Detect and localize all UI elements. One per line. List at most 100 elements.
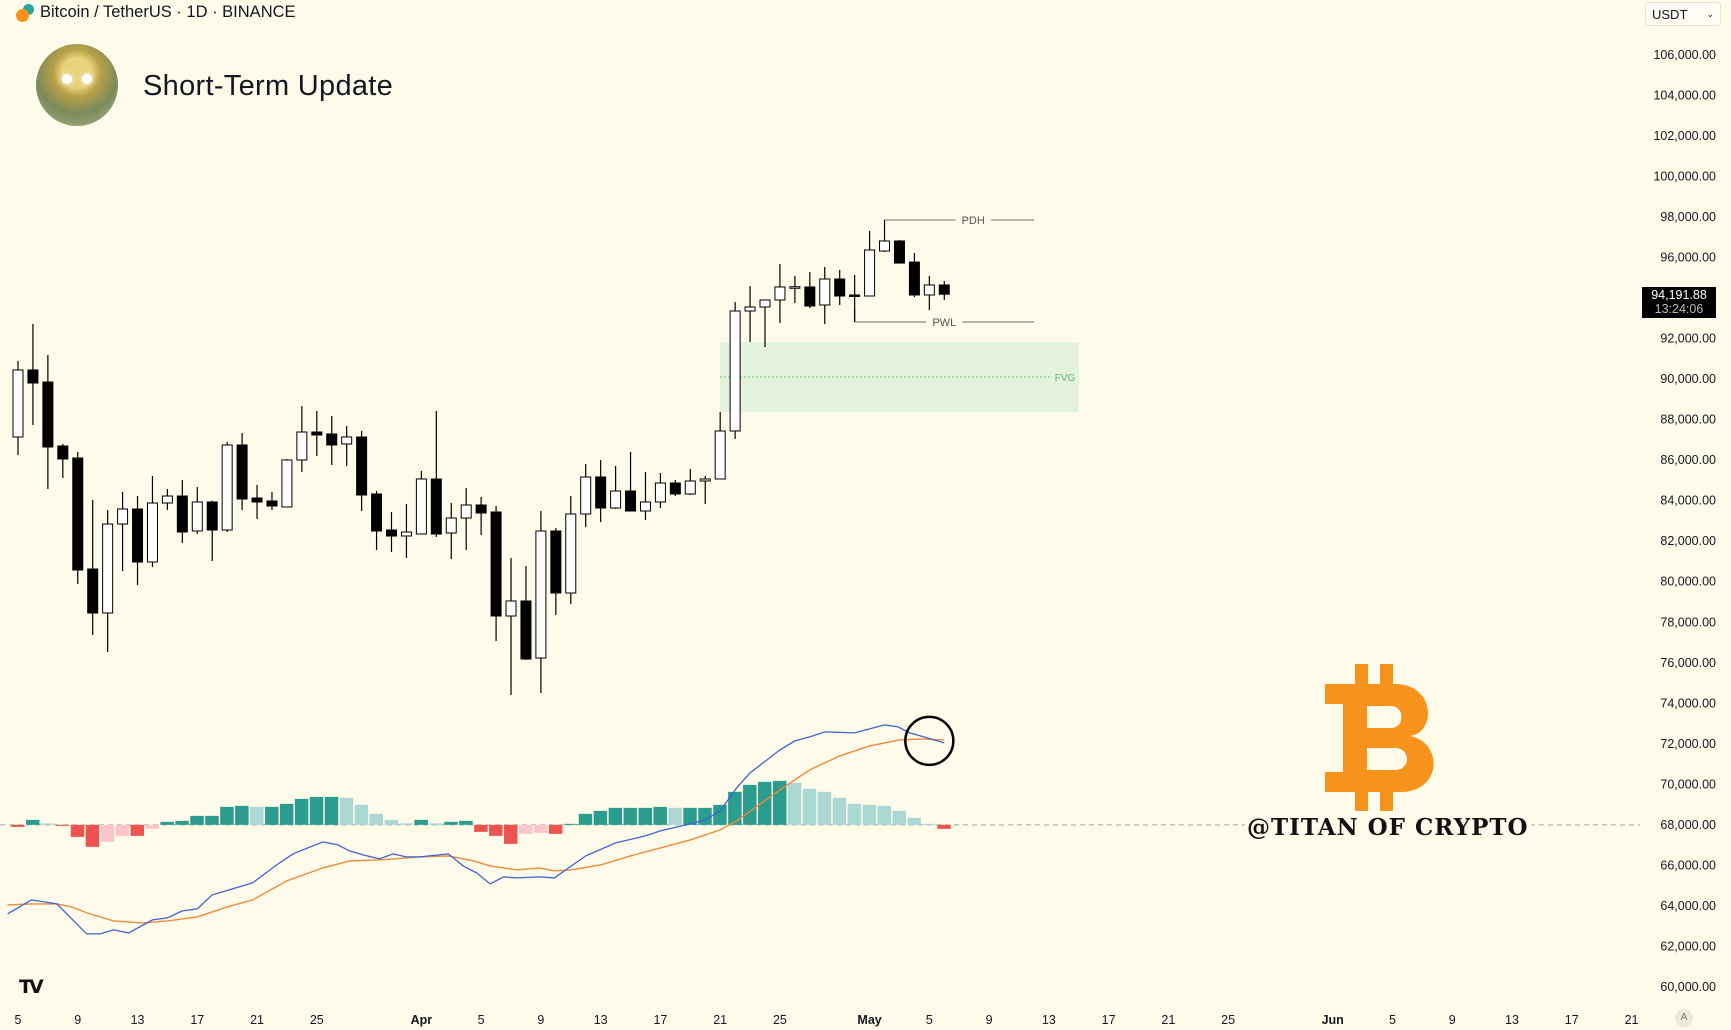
histogram-bar [70,824,85,837]
candle [176,480,188,544]
bitcoin-logo [1325,664,1434,811]
histogram-bar [802,788,817,825]
candle [161,488,173,511]
price-tick-label: 64,000.00 [1660,899,1716,913]
macd-line [7,724,945,935]
price-axis[interactable]: 106,000.00 104,000.00 102,000.00 100,000.00… [1653,48,1716,994]
candle [669,480,681,497]
histogram-bar [459,820,473,825]
histogram-bar [145,824,159,829]
auto-scale-button[interactable]: A [1675,1009,1693,1027]
candle [834,269,846,305]
candle-body [371,493,383,532]
histogram-bar [489,824,503,836]
candle-body [176,495,188,533]
price-tick-label: 96,000.00 [1660,251,1716,265]
date-tick-label: 21 [713,1013,727,1027]
avatar [36,44,118,126]
candle-body [117,508,129,525]
histogram-bar [250,806,264,825]
histogram-bar [130,824,145,836]
date-tick-label: 5 [926,1013,933,1027]
histogram-bar [877,805,892,825]
candle [819,266,831,325]
price-tick-label: 90,000.00 [1660,372,1716,386]
histogram-bar [578,813,593,825]
candle [804,271,816,308]
fvg-label: FVG [1055,373,1076,384]
candle-body [879,240,891,252]
date-tick-label: 9 [74,1013,81,1027]
price-tick-label: 60,000.00 [1660,980,1716,994]
histogram-bar [922,823,936,825]
candle-body [191,501,203,532]
histogram-bar [414,819,428,825]
histogram-bar [100,824,115,842]
candle-body [864,249,876,297]
price-tick-label: 74,000.00 [1660,696,1716,710]
histogram-bar [85,824,100,847]
signal-line [7,738,945,924]
candle-body [580,476,592,515]
date-tick-label: 13 [131,1013,145,1027]
candle-body [938,284,950,295]
date-tick-label: 9 [1449,1013,1456,1027]
date-tick-label: May [857,1013,881,1027]
histogram-bar [25,819,40,825]
histogram-bar [235,805,249,825]
candle [535,510,547,693]
pdh-label: PDH [962,215,985,227]
candle [27,324,39,425]
price-tick-label: 100,000.00 [1653,170,1716,184]
histogram-bar [309,796,324,825]
symbol-header[interactable]: Bitcoin / TetherUS · 1D · BINANCE [16,3,296,22]
date-tick-label: 21 [1161,1013,1175,1027]
candle-body [505,600,517,617]
histogram-bar [832,797,847,825]
candle [281,458,293,508]
candle-body [72,457,84,571]
date-tick-label: 21 [1625,1013,1639,1027]
histogram-bar [787,782,802,825]
candle [42,355,54,489]
pwl-label: PWL [932,317,956,329]
time-axis[interactable]: 5 9 13 17 21 25 Apr 5 9 13 17 21 25 May 5 9 13 17 21 25 Jun 5… [15,1013,1639,1027]
candle-body [296,431,308,461]
candle [132,496,144,586]
tradingview-logo[interactable]: TV [19,976,44,998]
date-tick-label: 9 [986,1013,993,1027]
price-tick-label: 98,000.00 [1660,210,1716,224]
date-tick-label: Jun [1322,1013,1344,1027]
candle-body [281,459,293,508]
candle [505,557,517,695]
candle-body [27,369,39,384]
fvg-zone: FVG [720,341,1079,413]
candle-body [744,306,756,312]
candle [445,502,457,559]
candle [386,512,397,553]
date-tick-label: 13 [1042,1013,1056,1027]
idea-title: Short-Term Update [143,70,394,102]
candle-body [475,504,487,514]
candle [938,280,950,300]
histogram-bar [892,810,906,825]
candle-body [565,513,577,594]
price-tick-label: 62,000.00 [1660,939,1716,953]
histogram-bar [444,821,458,825]
candle-body [490,511,502,617]
candle-body [819,278,831,306]
candle-body [87,568,99,614]
candle-body [266,500,278,507]
price-tick-label: 86,000.00 [1660,453,1716,467]
date-tick-label: 13 [1505,1013,1519,1027]
currency-select[interactable]: USDT ⌄ [1645,2,1721,26]
candle-body [908,261,920,296]
candle [625,452,637,512]
candle-body [774,286,786,301]
candle-body [236,444,248,500]
price-tick-label: 80,000.00 [1660,575,1716,589]
fvg-box [720,341,1079,413]
histogram-bar [205,815,219,825]
date-tick-label: 5 [1389,1013,1396,1027]
